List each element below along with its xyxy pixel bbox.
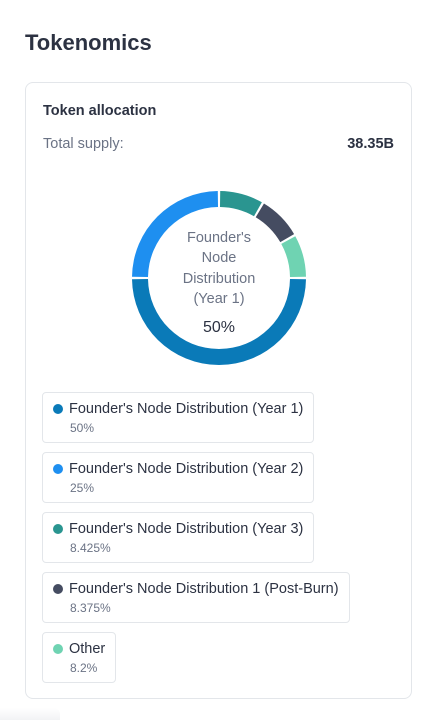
legend-item-name: Founder's Node Distribution (Year 2) (69, 461, 304, 477)
legend-dot (53, 464, 63, 474)
donut-center-value: 50% (202, 318, 236, 336)
legend-item-name: Founder's Node Distribution (Year 1) (69, 401, 304, 417)
legend-item-other[interactable]: Other 8.2% (42, 632, 117, 683)
legend-item-year-1[interactable]: Founder's Node Distribution (Year 1) 50% (42, 392, 315, 443)
legend-item-percent: 8.375% (70, 601, 111, 615)
legend-item-year-3[interactable]: Founder's Node Distribution (Year 3) 8.4… (42, 512, 315, 563)
donut-segment-post-burn[interactable] (255, 203, 295, 243)
legend-item-post-burn[interactable]: Founder's Node Distribution 1 (Post-Burn… (42, 572, 350, 623)
total-supply-value: 38.35B (347, 136, 394, 152)
legend-item-name: Other (69, 641, 106, 657)
donut-center: Founder's Node Distribution (Year 1) 50% (131, 190, 307, 366)
legend-item-percent: 8.2% (70, 661, 98, 675)
page-title: Tokenomics (25, 30, 152, 55)
legend-item-percent: 25% (70, 481, 95, 495)
bottom-shadow (0, 708, 60, 720)
total-supply-label: Total supply: (43, 136, 124, 152)
total-supply-row: Total supply: 38.35B (43, 136, 394, 152)
legend-item-year-2[interactable]: Founder's Node Distribution (Year 2) 25% (42, 452, 315, 503)
card-title: Token allocation (43, 103, 157, 119)
legend-item-name: Founder's Node Distribution (Year 3) (69, 521, 304, 537)
allocation-donut-chart: Founder's Node Distribution (Year 1) 50% (131, 190, 307, 366)
legend-item-name: Founder's Node Distribution 1 (Post-Burn… (69, 581, 339, 597)
donut-segment-year-2[interactable] (132, 191, 219, 278)
donut-segment-other[interactable] (281, 236, 306, 278)
legend-item-percent: 50% (70, 421, 95, 435)
donut-center-label: Founder's Node Distribution (Year 1) (182, 229, 256, 308)
legend-dot (53, 644, 63, 654)
token-allocation-card: Token allocation Total supply: 38.35B Fo… (25, 82, 412, 699)
legend-dot (53, 524, 63, 534)
donut-segment-year-3[interactable] (219, 191, 262, 217)
donut-svg (132, 191, 306, 365)
donut-segment-year-1[interactable] (132, 278, 306, 365)
legend-dot (53, 404, 63, 414)
legend-item-percent: 8.425% (70, 541, 111, 555)
legend-dot (53, 584, 63, 594)
